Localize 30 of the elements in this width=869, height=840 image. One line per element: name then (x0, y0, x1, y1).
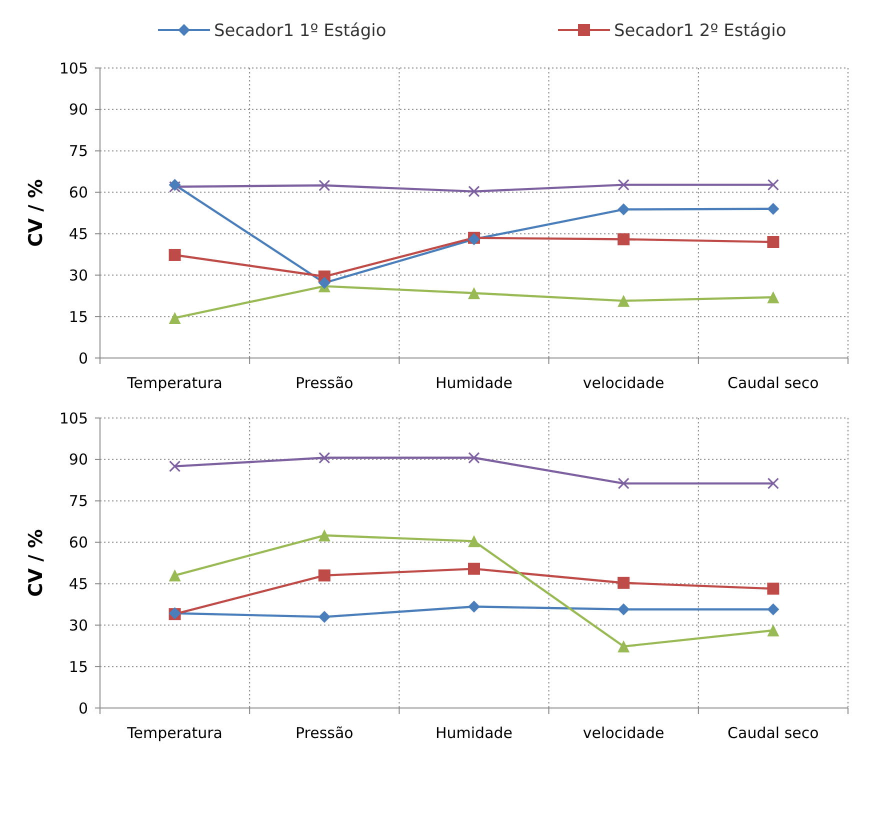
legend-label: Secador1 1º Estágio (214, 20, 386, 41)
y-tick-label: 60 (68, 184, 88, 202)
x-tick-label: Humidade (435, 724, 513, 742)
x-tick-label: Temperatura (126, 724, 222, 742)
y-tick-label: 45 (68, 224, 88, 243)
y-tick-label: 105 (59, 59, 88, 78)
y-tick-label: 75 (68, 492, 88, 510)
y-tick-label: 60 (68, 534, 88, 552)
y-tick-label: 75 (68, 142, 88, 160)
y-tick-label: 30 (68, 616, 88, 634)
y-tick-label: 45 (68, 574, 88, 593)
y-tick-label: 0 (78, 699, 88, 718)
x-tick-label: Pressão (295, 374, 354, 392)
y-axis-title: CV / % (25, 179, 47, 247)
y-tick-label: 90 (68, 100, 88, 119)
y-tick-label: 0 (78, 349, 88, 368)
x-tick-label: Caudal seco (728, 374, 819, 392)
x-tick-label: velocidade (582, 374, 664, 392)
x-tick-label: Caudal seco (728, 724, 819, 742)
y-tick-label: 90 (68, 450, 88, 469)
legend-label: Secador1 2º Estágio (614, 20, 786, 41)
y-tick-label: 15 (68, 308, 88, 326)
y-tick-label: 30 (68, 266, 88, 284)
x-tick-label: Humidade (435, 374, 513, 392)
x-tick-label: velocidade (582, 724, 664, 742)
y-axis-title: CV / % (25, 529, 47, 597)
y-tick-label: 105 (59, 409, 88, 428)
x-tick-label: Temperatura (126, 374, 222, 392)
x-tick-label: Pressão (295, 724, 354, 742)
y-tick-label: 15 (68, 658, 88, 676)
